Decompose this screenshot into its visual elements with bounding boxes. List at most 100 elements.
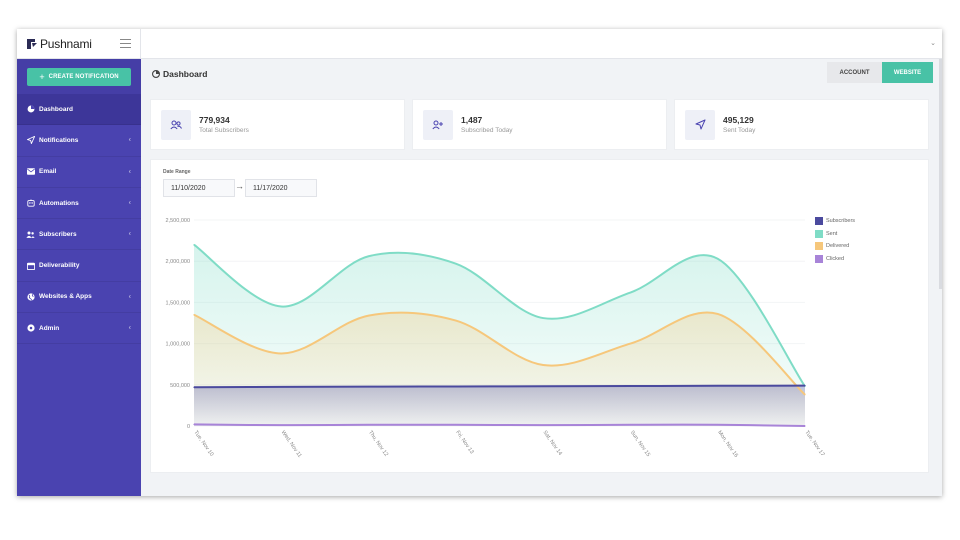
data-point-subscribers[interactable] [804,385,806,387]
stat-card-subscribed-today: 1,487 Subscribed Today [412,99,667,150]
legend-item[interactable]: Clicked [815,253,855,266]
gear-icon [26,324,35,333]
data-point-delivered[interactable] [542,364,544,366]
create-notification-label: CREATE NOTIFICATION [48,73,119,80]
sidebar-nav: Dashboard Notifications ‹ Email ‹ Automations… [17,94,141,345]
data-point-delivered[interactable] [193,314,195,316]
start-date-field[interactable]: 11/10/2020 [163,179,235,197]
data-point-subscribers[interactable] [367,386,370,388]
paper-plane-icon [685,109,715,140]
pie-chart-icon [26,105,35,114]
sidebar-item-label: Websites & Apps [39,293,92,301]
data-point-delivered[interactable] [629,343,632,345]
data-point-subscribers[interactable] [280,386,282,388]
legend-label: Subscribers [826,218,856,225]
data-point-sent[interactable] [542,317,544,319]
chevron-left-icon: ‹ [128,230,131,238]
page-title: Dashboard [163,69,208,79]
data-point-subscribers[interactable] [542,385,544,387]
sidebar-item-label: Deliverability [39,262,80,270]
stat-card-sent-today: 495,129 Sent Today [674,99,929,150]
data-point-sent[interactable] [193,244,195,246]
create-area: + CREATE NOTIFICATION [17,59,141,94]
sidebar-item-subscribers[interactable]: Subscribers ‹ [17,219,141,251]
app-window: Pushnami + CREATE NOTIFICATION Dashboard… [17,29,942,496]
chevron-left-icon: ‹ [128,293,131,301]
stat-card-total-subscribers: 779,934 Total Subscribers [150,99,405,150]
chevron-left-icon: ‹ [128,324,131,332]
data-point-clicked[interactable] [804,425,806,427]
series-line-subscribers [193,384,806,389]
data-point-sent[interactable] [455,263,457,265]
brand-bar: Pushnami [17,29,141,59]
chevron-left-icon: ‹ [128,199,131,207]
user-plus-icon [423,109,453,140]
y-tick-label: 2,500,000 [166,218,190,224]
sidebar-item-deliverability[interactable]: Deliverability [17,250,141,282]
data-point-clicked[interactable] [629,424,632,426]
hamburger-menu-icon[interactable] [120,39,131,48]
data-point-clicked[interactable] [717,424,719,426]
x-tick-label: Sun, Nov 15 [629,430,651,458]
data-point-sent[interactable] [367,255,370,257]
sidebar-item-dashboard[interactable]: Dashboard [17,94,141,126]
legend-swatch [815,217,823,226]
data-point-delivered[interactable] [367,314,370,317]
sidebar-item-email[interactable]: Email ‹ [17,157,141,188]
data-point-subscribers[interactable] [629,385,632,387]
sidebar-item-notifications[interactable]: Notifications ‹ [17,125,141,157]
sidebar-item-websites-apps[interactable]: Websites & Apps ‹ [17,282,141,314]
chart-legend: Subscribers Sent Delivered Clicked [815,215,855,265]
sidebar-item-admin[interactable]: Admin ‹ [17,313,141,345]
legend-label: Sent [826,230,838,237]
data-point-clicked[interactable] [542,424,544,426]
chart-panel: Date Range 11/10/2020 → 11/17/2020 0 500,… [150,159,929,473]
envelope-icon [26,167,35,176]
app-name: Pushnami [40,36,92,51]
tab-website[interactable]: WEBSITE [882,62,933,83]
tab-account[interactable]: ACCOUNT [827,62,882,83]
x-tick-label: Fri, Nov 13 [454,430,474,455]
sidebar-item-automations[interactable]: Automations ‹ [17,188,141,220]
legend-swatch [815,242,823,251]
y-tick-label: 2,000,000 [166,259,190,265]
scrollbar[interactable] [939,59,942,289]
legend-item[interactable]: Delivered [815,240,855,253]
plus-icon: + [39,71,45,82]
x-tick-label: Wed, Nov 11 [280,430,303,459]
stat-label: Total Subscribers [199,127,249,134]
data-point-delivered[interactable] [280,352,282,355]
data-point-delivered[interactable] [717,313,719,315]
data-point-sent[interactable] [280,305,282,308]
stat-label: Sent Today [723,127,756,134]
sidebar-item-label: Subscribers [39,230,77,238]
data-point-subscribers[interactable] [455,385,457,388]
data-point-delivered[interactable] [455,319,457,322]
sidebar-item-label: Dashboard [39,105,73,113]
chevron-down-icon[interactable]: ⌄ [930,40,936,47]
line-chart: 0 500,000 1,000,000 1,500,000 2,000,000 2,500… [166,218,826,459]
data-point-delivered[interactable] [804,394,806,396]
paper-plane-icon [26,136,35,145]
data-point-clicked[interactable] [455,424,457,426]
sidebar-item-label: Notifications [39,136,79,144]
arrow-right-icon: → [235,181,244,191]
legend-item[interactable]: Sent [815,228,855,241]
page-header: Dashboard ACCOUNT WEBSITE [141,59,942,89]
create-notification-button[interactable]: + CREATE NOTIFICATION [27,67,131,86]
data-point-sent[interactable] [629,291,632,294]
users-icon [161,109,191,140]
stat-value: 495,129 [723,115,754,125]
sidebar-item-label: Email [39,168,57,176]
data-point-clicked[interactable] [193,423,195,425]
calendar-icon [26,261,35,270]
data-point-sent[interactable] [717,258,719,260]
data-point-clicked[interactable] [280,424,282,426]
legend-item[interactable]: Subscribers [815,215,855,228]
legend-swatch [815,229,823,238]
pie-chart-icon [152,70,160,78]
data-point-clicked[interactable] [367,424,370,426]
end-date-field[interactable]: 11/17/2020 [245,179,317,197]
data-point-subscribers[interactable] [193,386,195,388]
data-point-subscribers[interactable] [717,385,719,387]
